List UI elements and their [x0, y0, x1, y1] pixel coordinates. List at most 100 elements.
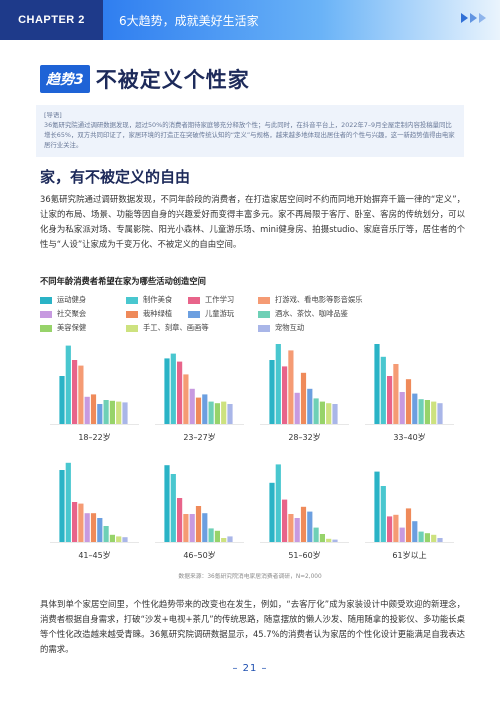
- bar-chart: 18–22岁 23–27岁 28–32岁 33–40岁 41–45岁 46–50岁 51–6…: [50, 344, 454, 560]
- chart-bar: [84, 396, 90, 424]
- legend-item: 制作美食: [126, 293, 188, 307]
- chart-bar: [221, 401, 227, 424]
- trend-badge: 趋势3: [40, 65, 90, 93]
- category-label: 18–22岁: [78, 432, 110, 442]
- category-label: 46–50岁: [183, 550, 215, 560]
- chart-bar: [65, 345, 71, 424]
- chart-bar: [288, 350, 294, 424]
- arrow-right-icon: [479, 13, 486, 23]
- trend-title: 趋势3 不被定义个性家: [40, 64, 250, 94]
- chart-bar: [307, 388, 313, 424]
- chart-bar: [78, 365, 84, 424]
- arrow-right-icon: [470, 13, 477, 23]
- chart-bar: [97, 518, 103, 542]
- chart-bar: [294, 392, 300, 424]
- chart-bar: [214, 530, 220, 542]
- chart-bar: [319, 401, 325, 424]
- chart-bar: [90, 394, 97, 424]
- chart-bar: [59, 376, 65, 424]
- chart-bar: [313, 398, 319, 424]
- chart-bar: [380, 486, 386, 542]
- chart-bar: [399, 392, 405, 424]
- chart-bar: [437, 538, 443, 542]
- chart-bar: [332, 404, 338, 424]
- chart-bar: [300, 372, 307, 424]
- legend-swatch: [258, 324, 270, 332]
- chart-bar: [431, 401, 437, 424]
- chart-bar: [380, 356, 386, 424]
- chart-bar: [202, 394, 208, 424]
- chart-bar: [177, 361, 183, 424]
- chart-bar: [78, 503, 84, 542]
- chart-bar: [300, 506, 307, 542]
- chart-bar: [109, 534, 115, 542]
- chart-bar: [195, 397, 202, 424]
- chart-bar: [227, 404, 233, 424]
- legend-item: 打游戏、看电影等影音娱乐: [258, 293, 448, 307]
- chart-bar: [393, 514, 399, 542]
- trend-heading: 不被定义个性家: [95, 68, 250, 92]
- legend-item: 手工、刻章、画画等: [126, 321, 258, 335]
- chart-bar: [202, 513, 208, 542]
- legend-swatch: [40, 310, 52, 318]
- chart-bar: [294, 518, 300, 542]
- legend-item: 工作学习: [188, 293, 258, 307]
- data-source-note: 数据来源：36氪研究院消电家居消费者调研，N=2,000: [178, 574, 322, 580]
- chart-bar: [374, 471, 380, 542]
- chart-bar: [275, 464, 281, 542]
- chart-bar: [183, 374, 189, 424]
- chart-bar: [195, 506, 202, 542]
- body-paragraph-1: 36氪研究院通过调研数据发现，不同年龄段的消费者，在打造家居空间时不约而同地开始…: [40, 194, 465, 249]
- intro-box: [导语] 36氪研究院通过调研数据发现，超过50%的消费者期待家庭够充分释放个性…: [36, 105, 464, 157]
- chart-bar: [122, 537, 128, 542]
- chart-bar: [319, 534, 325, 542]
- legend-swatch: [258, 296, 270, 304]
- chart-bar: [72, 360, 78, 424]
- legend-swatch: [188, 296, 200, 304]
- chapter-title: 6大趋势，成就美好生活家: [119, 13, 259, 28]
- category-label: 33–40岁: [393, 432, 425, 442]
- chart-bar: [405, 379, 412, 424]
- legend-item: 美容保健: [40, 321, 126, 335]
- chapter-title-band: 6大趋势，成就美好生活家: [103, 0, 500, 40]
- chart-bar: [374, 344, 380, 424]
- category-label: 41–45岁: [78, 550, 110, 560]
- legend-swatch: [126, 324, 138, 332]
- category-label: 51–60岁: [288, 550, 320, 560]
- legend-item: 宠物互动: [258, 321, 338, 335]
- chart-bar: [269, 482, 275, 542]
- chart-bar: [282, 366, 288, 424]
- arrow-right-icon: [461, 13, 468, 23]
- intro-text: 36氪研究院通过调研数据发现，超过50%的消费者期待家庭够充分释放个性；与此同时…: [44, 121, 455, 149]
- chart-bar: [183, 514, 189, 542]
- chart-bar: [313, 527, 319, 542]
- chart-bar: [103, 400, 109, 424]
- chart-bar: [97, 404, 103, 424]
- chart-bar: [418, 399, 424, 424]
- chart-bar: [437, 403, 443, 424]
- chart-bar: [164, 465, 170, 542]
- legend-item: 社交聚会: [40, 307, 126, 321]
- page-number: – 21 –: [232, 663, 268, 674]
- chart-bar: [288, 514, 294, 542]
- section-heading: 家，有不被定义的自由: [40, 168, 191, 186]
- chart-bar: [109, 400, 115, 424]
- chart-bar: [208, 528, 214, 542]
- legend-item: 栽种绿植: [126, 307, 188, 321]
- legend-swatch: [126, 310, 138, 318]
- chart-bar: [269, 360, 275, 424]
- chart-legend: 运动健身 制作美食 工作学习 打游戏、看电影等影音娱乐 社交聚会 栽种绿植 儿童…: [40, 293, 460, 335]
- chart-bar: [399, 527, 405, 542]
- chart-bar: [393, 364, 399, 424]
- chart-bar: [189, 388, 195, 424]
- chart-bar: [84, 513, 90, 542]
- chart-bar: [177, 498, 183, 542]
- chart-bar: [412, 521, 418, 542]
- chart-bar: [65, 462, 71, 542]
- category-label: 61岁以上: [392, 550, 426, 560]
- legend-swatch: [258, 310, 270, 318]
- legend-swatch: [40, 296, 52, 304]
- chart-bar: [387, 376, 393, 424]
- chart-bar: [116, 536, 122, 542]
- legend-swatch: [126, 296, 138, 304]
